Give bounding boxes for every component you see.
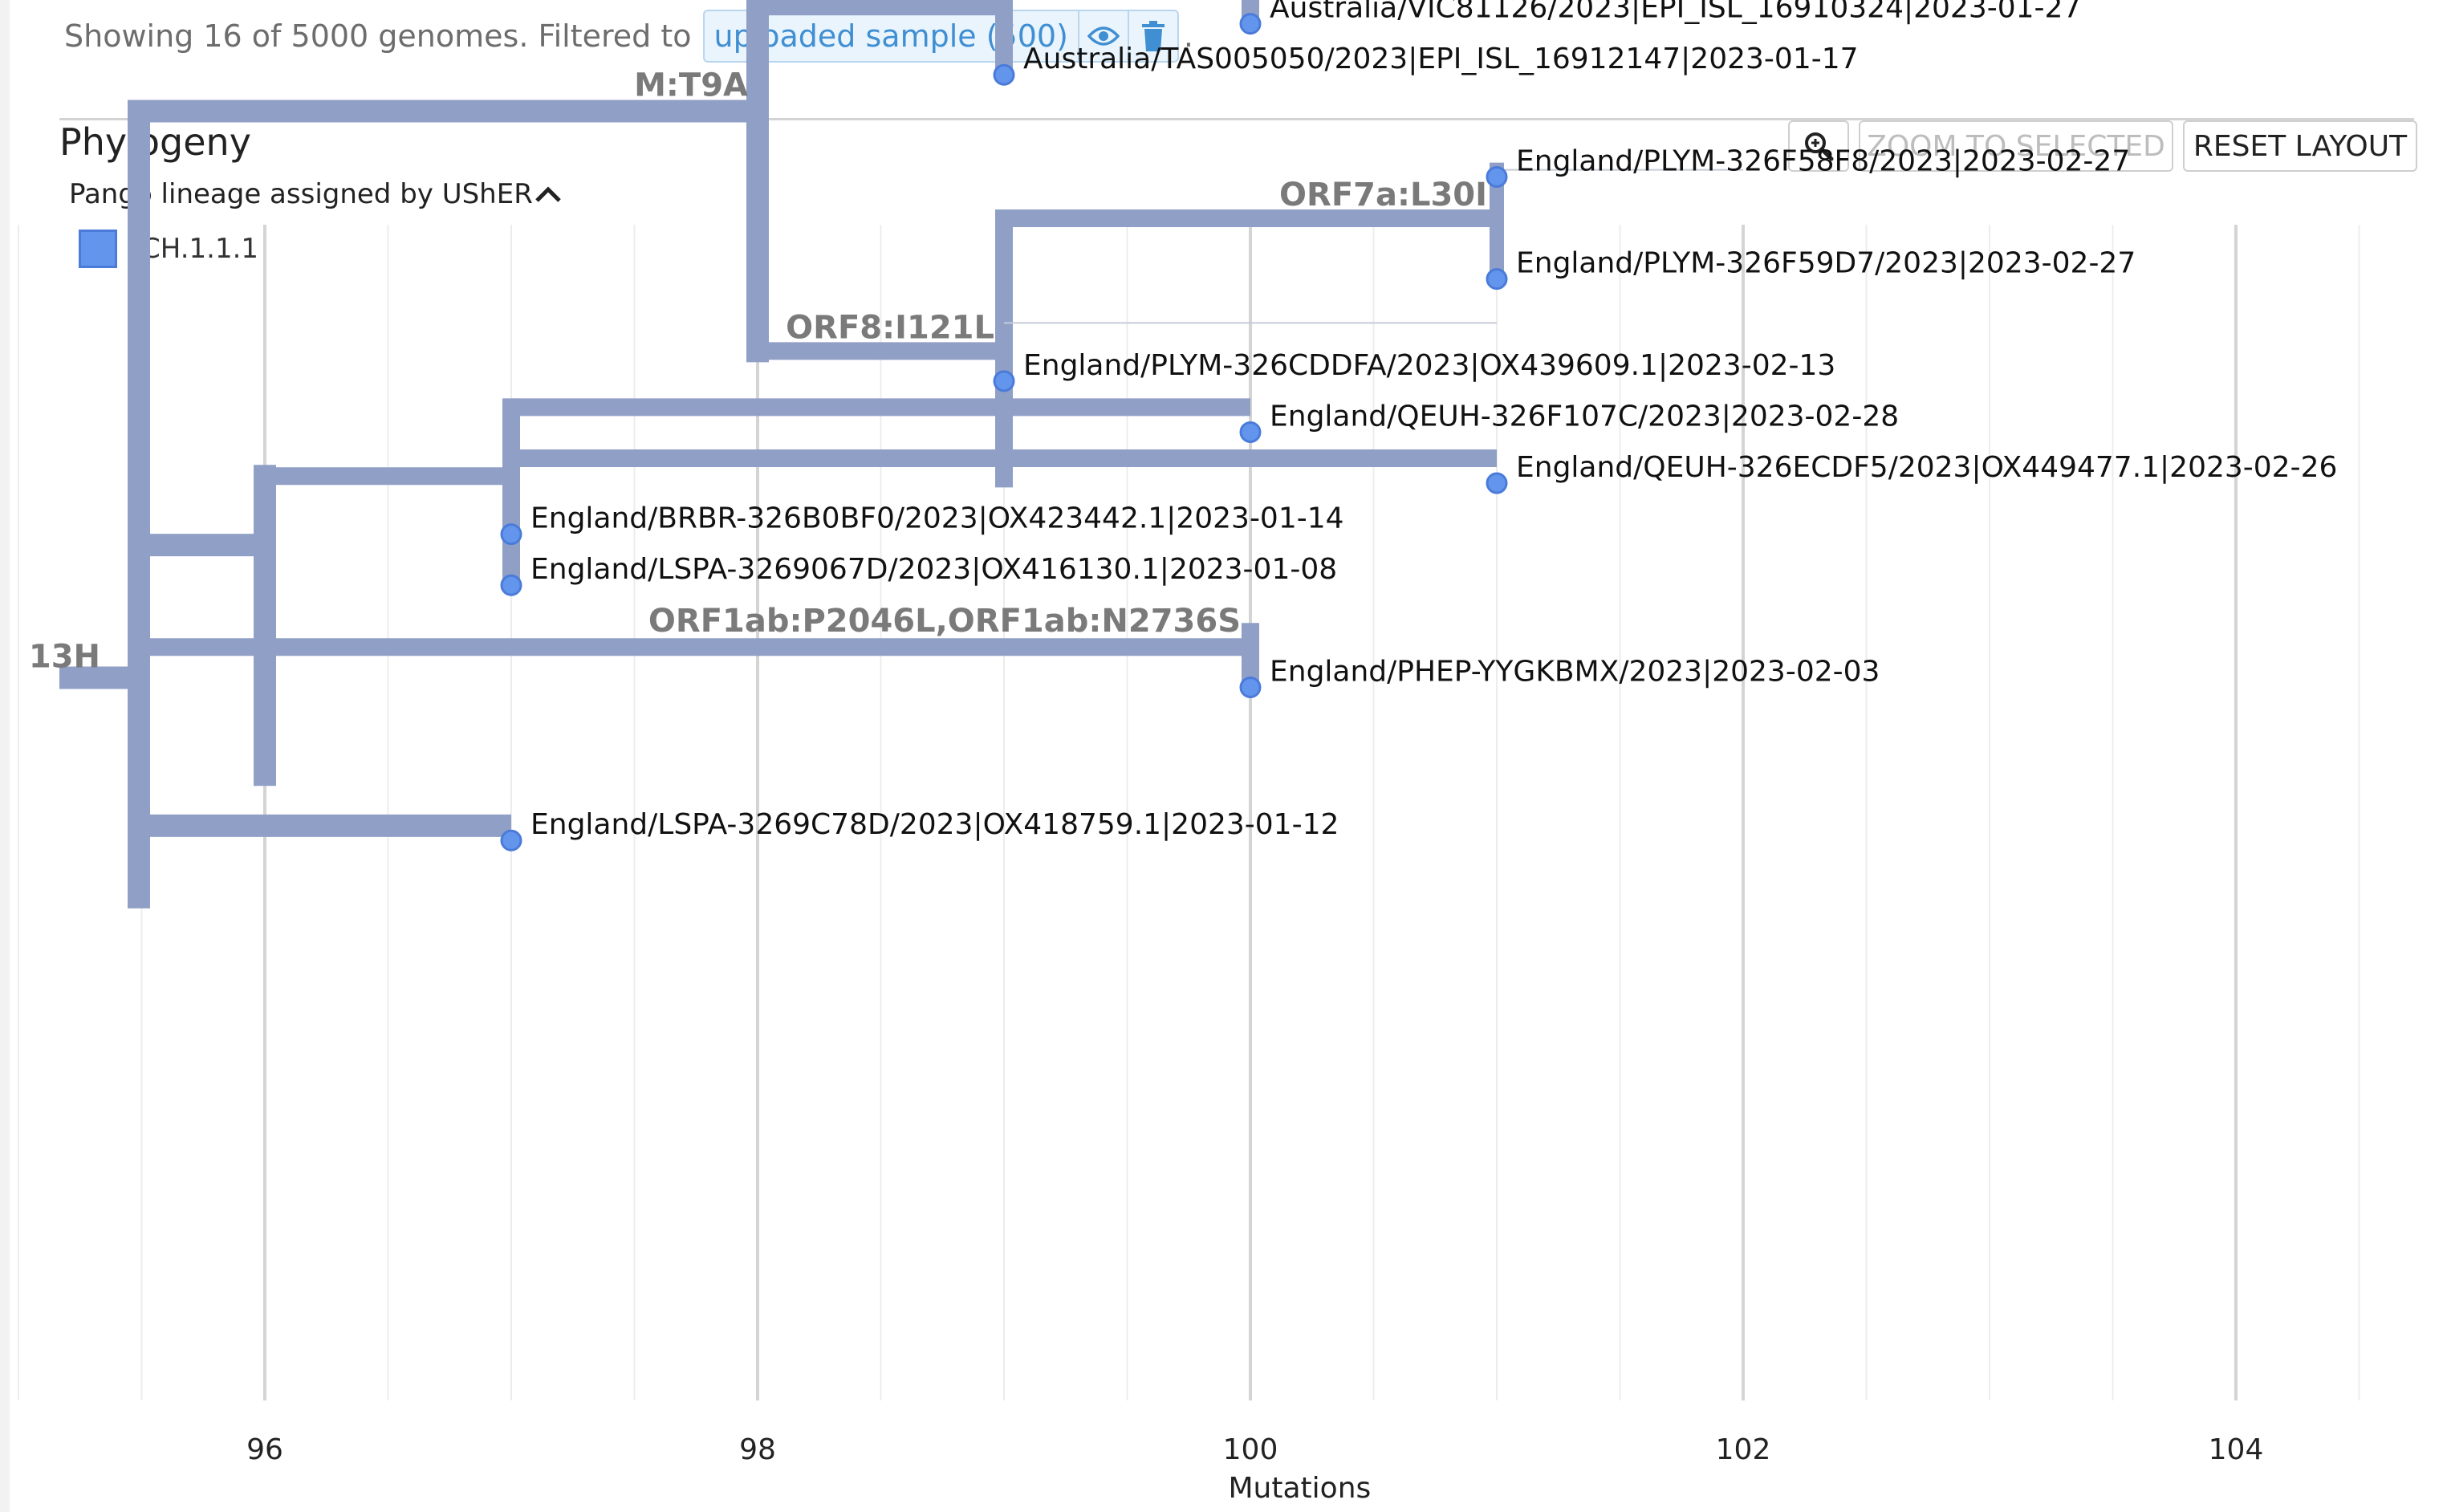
trash-icon[interactable] [1127,11,1177,61]
tip-label: England/BRBR-326B0BF0/2023|OX423442.1|20… [530,502,1344,535]
mutation-label: 13H [29,639,100,676]
axis-tick-label: 98 [739,1433,776,1466]
axis-tick-label: 100 [1223,1433,1278,1466]
panel-divider [59,118,2414,120]
tip-label: England/QEUH-326F107C/2023|2023-02-28 [1270,400,1899,433]
tip-label: England/QEUH-326ECDF5/2023|OX449477.1|20… [1516,451,2337,484]
tip-label: England/PLYM-326F59D7/2023|2023-02-27 [1516,247,2136,280]
tip-label: England/LSPA-3269C78D/2023|OX418759.1|20… [530,808,1339,841]
mutation-label: ORF1ab:P2046L,ORF1ab:N2736S [648,603,1241,640]
mutation-label: ORF7a:L30I [1279,177,1487,213]
legend-item-label: CH.1.1.1 [141,233,259,265]
mutation-label: M:T9A [634,67,748,104]
eye-icon[interactable] [1077,11,1128,61]
chevron-up-icon[interactable] [535,185,562,204]
tip-node [1239,13,1262,35]
tip-node [1486,268,1508,291]
axis-tick-label: 96 [246,1433,283,1466]
filter-period: . [1183,18,1194,54]
legend-swatch [79,230,117,268]
tip-node [993,370,1015,392]
tip-node [1239,676,1262,698]
tip-label: Australia/VIC81126/2023|EPI_ISL_16910324… [1270,0,2081,25]
tip-label: England/PLYM-326CDDFA/2023|OX439609.1|20… [1023,349,1835,382]
search-icon [1805,132,1834,161]
zoom-search-button[interactable] [1788,120,1849,172]
tip-node [500,829,522,852]
showing-text: Showing 16 of 5000 genomes. Filtered to [64,18,692,54]
panel-title: Phylogeny [59,120,251,164]
tip-label: Australia/TAS005050/2023|EPI_ISL_1691214… [1023,43,1859,75]
axis-label: Mutations [1229,1472,1372,1505]
reset-layout-button[interactable]: RESET LAYOUT [2183,120,2417,172]
tip-node [1239,421,1262,443]
axis-tick-label: 102 [1716,1433,1771,1466]
tip-node [993,63,1015,86]
tip-label: England/PHEP-YYGKBMX/2023|2023-02-03 [1270,655,1880,688]
tip-node [1486,472,1508,494]
tip-label: England/LSPA-3269067D/2023|OX416130.1|20… [530,553,1337,586]
tip-label: England/PLYM-326F58F8/2023|2023-02-27 [1516,144,2130,177]
mutation-label: ORF8:I121L [786,310,994,347]
left-edge [0,0,10,1512]
mutation-label: ORF1ab:G150V [722,0,994,2]
zoom-to-selected-button[interactable]: ZOOM TO SELECTED [1859,120,2173,172]
tip-node [1486,165,1508,188]
tip-node [500,523,522,546]
legend-item-ch-1-1-1[interactable]: CH.1.1.1 [79,230,258,268]
tip-node [500,574,522,596]
axis-tick-label: 104 [2209,1433,2264,1466]
